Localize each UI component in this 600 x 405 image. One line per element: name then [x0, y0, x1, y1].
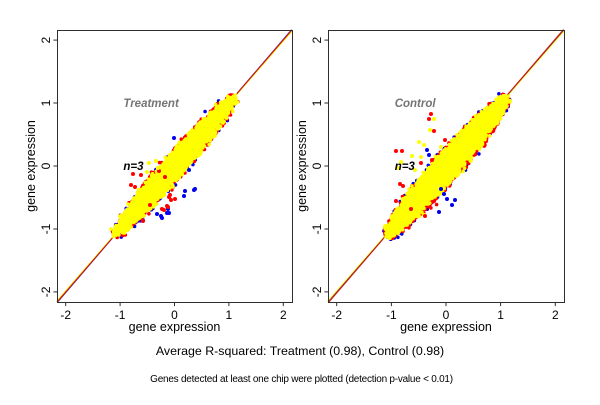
svg-text:1: 1 [39, 99, 53, 106]
svg-text:2: 2 [552, 308, 559, 322]
svg-text:gene expression: gene expression [295, 120, 309, 212]
svg-text:2: 2 [310, 36, 324, 43]
svg-text:-2: -2 [60, 308, 71, 322]
svg-text:n=3: n=3 [395, 161, 416, 173]
svg-text:gene expression: gene expression [24, 120, 38, 212]
svg-text:gene expression: gene expression [400, 320, 492, 334]
svg-text:-1: -1 [310, 223, 324, 234]
svg-text:-2: -2 [310, 286, 324, 297]
svg-text:0: 0 [171, 308, 178, 322]
svg-text:2: 2 [39, 36, 53, 43]
svg-text:1: 1 [497, 308, 504, 322]
svg-text:-2: -2 [331, 308, 342, 322]
svg-text:0: 0 [39, 162, 53, 169]
svg-text:Average R-squared: Treatment (: Average R-squared: Treatment (0.98), Con… [156, 344, 444, 358]
svg-text:Treatment: Treatment [123, 98, 180, 110]
svg-text:1: 1 [310, 99, 324, 106]
svg-text:2: 2 [280, 308, 287, 322]
svg-text:Control: Control [395, 98, 437, 110]
svg-text:n=3: n=3 [123, 161, 144, 173]
svg-text:0: 0 [443, 308, 450, 322]
svg-text:0: 0 [310, 162, 324, 169]
svg-text:-2: -2 [39, 286, 53, 297]
svg-text:gene expression: gene expression [129, 320, 221, 334]
svg-text:-1: -1 [115, 308, 126, 322]
svg-text:1: 1 [226, 308, 233, 322]
svg-text:Genes detected at least one ch: Genes detected at least one chip were pl… [150, 374, 453, 385]
svg-text:-1: -1 [386, 308, 397, 322]
svg-text:-1: -1 [39, 223, 53, 234]
